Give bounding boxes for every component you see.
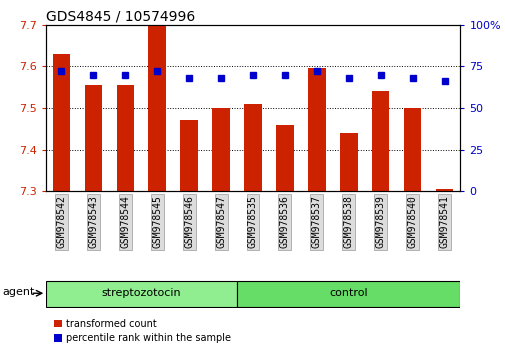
Text: GSM978544: GSM978544	[120, 195, 130, 249]
Text: GSM978545: GSM978545	[152, 195, 162, 249]
Bar	[53, 54, 70, 191]
Text: streptozotocin: streptozotocin	[102, 288, 181, 298]
Bar	[236, 280, 460, 307]
Bar	[435, 189, 452, 191]
Bar	[84, 85, 102, 191]
Text: GSM978535: GSM978535	[247, 195, 258, 249]
Text: agent: agent	[3, 287, 35, 297]
Text: GSM978542: GSM978542	[57, 195, 66, 249]
Text: GDS4845 / 10574996: GDS4845 / 10574996	[45, 10, 194, 24]
Text: GSM978537: GSM978537	[311, 195, 321, 249]
Bar	[276, 125, 293, 191]
Bar	[371, 91, 389, 191]
Bar	[116, 85, 134, 191]
Bar	[45, 280, 236, 307]
Text: GSM978539: GSM978539	[375, 195, 385, 249]
Bar	[244, 104, 261, 191]
Legend: transformed count, percentile rank within the sample: transformed count, percentile rank withi…	[50, 315, 234, 347]
Text: GSM978541: GSM978541	[439, 195, 448, 249]
Bar	[339, 133, 357, 191]
Text: GSM978546: GSM978546	[184, 195, 194, 249]
Bar	[148, 25, 166, 191]
Bar	[403, 108, 421, 191]
Bar	[180, 120, 197, 191]
Bar	[212, 108, 229, 191]
Text: GSM978547: GSM978547	[216, 195, 226, 249]
Text: control: control	[329, 288, 367, 298]
Bar	[308, 68, 325, 191]
Text: GSM978540: GSM978540	[407, 195, 417, 249]
Text: GSM978536: GSM978536	[279, 195, 289, 249]
Text: GSM978538: GSM978538	[343, 195, 353, 249]
Text: GSM978543: GSM978543	[88, 195, 98, 249]
